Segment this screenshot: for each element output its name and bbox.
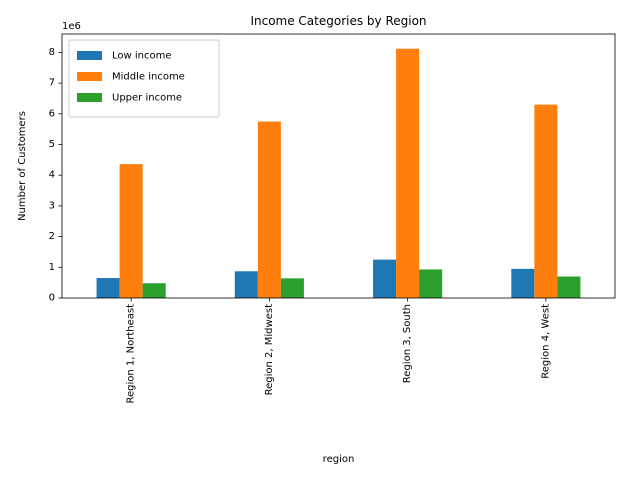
legend-swatch-middle-income — [77, 72, 102, 81]
legend-label-middle-income: Middle income — [112, 72, 185, 83]
y-scale-label: 1e6 — [62, 21, 81, 32]
ticks-layer: Region 1, Northeast Region 2, Midwest Regi… — [49, 47, 552, 404]
y-tick-label: 0 — [49, 293, 55, 304]
bar-middle-income-region-1-northeast — [119, 164, 143, 298]
bar-middle-income-region-2-midwest — [257, 121, 281, 298]
y-tick-label: 3 — [49, 200, 55, 211]
y-tick-label: 2 — [49, 231, 55, 242]
legend-label-low-income: Low income — [112, 51, 172, 62]
x-axis-label: region — [323, 454, 355, 465]
bars-layer — [96, 48, 581, 299]
plot-area-frame — [61, 33, 616, 299]
legend-label-upper-income: Upper income — [112, 93, 182, 104]
bar-low-income-region-3-south — [373, 259, 397, 298]
y-tick-label: 5 — [49, 139, 55, 150]
x-tick-label: Region 3, South — [402, 304, 413, 383]
y-tick-label: 8 — [49, 47, 55, 58]
bar-low-income-region-4-west — [511, 268, 535, 298]
bar-upper-income-region-3-south — [419, 269, 443, 298]
y-tick-label: 6 — [49, 108, 55, 119]
bar-middle-income-region-3-south — [396, 48, 420, 299]
y-tick-label: 4 — [49, 170, 55, 181]
bar-low-income-region-2-midwest — [234, 271, 258, 298]
x-tick-label: Region 1, Northeast — [126, 304, 137, 404]
y-tick-label: 7 — [49, 78, 55, 89]
bar-low-income-region-1-northeast — [96, 278, 120, 298]
bar-upper-income-region-1-northeast — [142, 283, 166, 298]
legend-swatch-low-income — [77, 51, 102, 60]
legend-swatch-upper-income — [77, 93, 102, 102]
legend-box — [68, 39, 220, 118]
bar-middle-income-region-4-west — [534, 104, 558, 299]
chart-title: Income Categories by Region — [250, 14, 426, 28]
bar-upper-income-region-2-midwest — [280, 278, 304, 298]
y-axis-label: Number of Customers — [17, 111, 28, 221]
y-tick-label: 1 — [49, 262, 55, 273]
x-tick-label: Region 4, West — [540, 304, 551, 379]
x-tick-label: Region 2, Midwest — [264, 304, 275, 395]
legend: Low income Middle income Upper income — [68, 39, 220, 118]
bar-upper-income-region-4-west — [557, 276, 581, 298]
